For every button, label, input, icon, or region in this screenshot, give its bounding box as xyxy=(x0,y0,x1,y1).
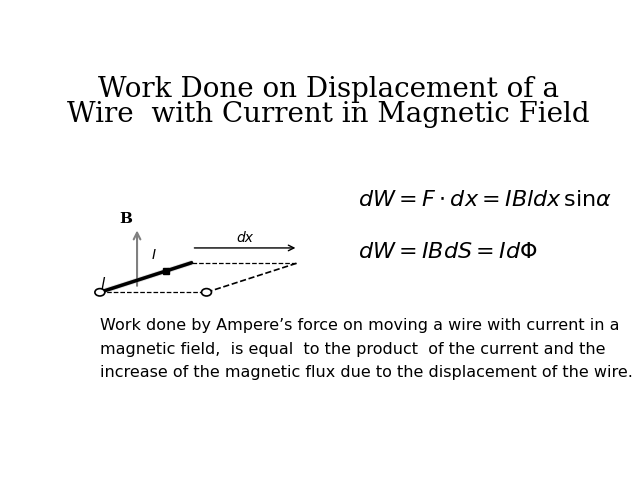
Text: Work Done on Displacement of a: Work Done on Displacement of a xyxy=(97,75,559,103)
Text: I: I xyxy=(152,248,156,262)
Circle shape xyxy=(202,288,211,296)
Text: $dW = IBdS = Id\Phi$: $dW = IBdS = Id\Phi$ xyxy=(358,241,538,262)
Text: Wire  with Current in Magnetic Field: Wire with Current in Magnetic Field xyxy=(67,101,589,128)
Text: l: l xyxy=(101,277,105,292)
Text: Work done by Ampere’s force on moving a wire with current in a
magnetic field,  : Work done by Ampere’s force on moving a … xyxy=(100,318,633,380)
Circle shape xyxy=(95,288,105,296)
Text: $dW = F \cdot dx = IBldx\,\mathrm{sin}\alpha$: $dW = F \cdot dx = IBldx\,\mathrm{sin}\a… xyxy=(358,190,611,210)
Text: dx: dx xyxy=(236,231,253,245)
Text: B: B xyxy=(120,212,132,226)
